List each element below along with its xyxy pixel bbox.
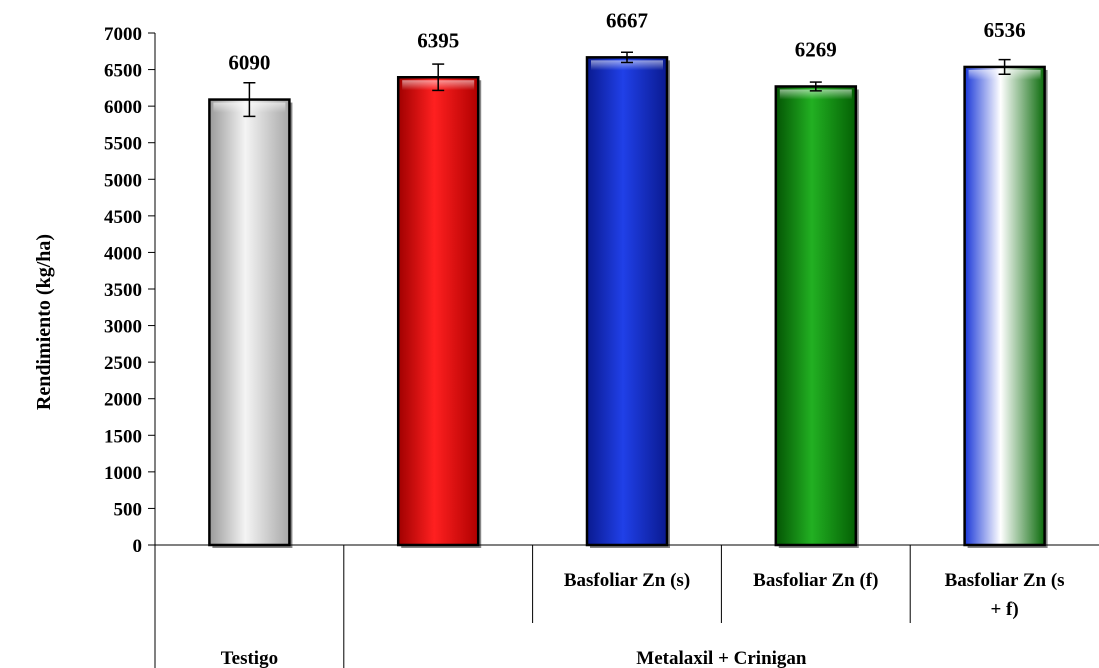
y-tick-label: 5500 xyxy=(104,134,142,155)
bar-bevel xyxy=(591,60,663,71)
bar-value-label: 6536 xyxy=(984,18,1026,42)
bar-group: 6395 xyxy=(396,28,482,548)
bar-value-label: 6269 xyxy=(795,37,837,61)
bar-bevel xyxy=(779,89,852,100)
bar xyxy=(396,76,480,547)
bar-group: 6536 xyxy=(963,18,1048,548)
y-tick-label: 0 xyxy=(133,536,143,557)
y-tick-label: 5000 xyxy=(104,170,142,191)
category-label: Basfoliar Zn (f) xyxy=(753,570,878,591)
category-label: Basfoliar Zn (s) xyxy=(564,570,690,591)
bar-group: 6090 xyxy=(208,51,293,548)
y-tick-label: 2500 xyxy=(104,353,142,374)
x-axis: Basfoliar Zn (s) Basfoliar Zn (f) Basfolia… xyxy=(155,544,1099,668)
bar-group: 6269 xyxy=(774,37,859,548)
y-tick-label: 3500 xyxy=(104,280,142,301)
bar xyxy=(585,56,669,547)
y-tick-label: 1000 xyxy=(104,463,142,484)
y-tick-label: 6500 xyxy=(104,61,142,82)
y-tick-label: 500 xyxy=(114,499,143,520)
y-tick-label: 3000 xyxy=(104,317,142,338)
y-tick-label: 4500 xyxy=(104,207,142,228)
bar-value-label: 6667 xyxy=(606,8,648,32)
group-label: Metalaxil + Crinigan xyxy=(636,648,807,668)
y-tick-label: 7000 xyxy=(104,24,142,45)
y-axis-title: Rendimiento (kg/ha) xyxy=(33,234,55,410)
bar-group: 6667 xyxy=(585,8,670,549)
group-label: Testigo xyxy=(221,648,278,668)
bar-value-label: 6090 xyxy=(228,51,270,75)
y-tick-label: 2000 xyxy=(104,390,142,411)
bars-layer: 6090 6395 6667 6269 6536 xyxy=(208,8,1048,549)
y-tick-label: 1500 xyxy=(104,426,142,447)
y-axis: 0 500 1000 1500 2000 2500 3000 3500 4000 4500 5000… xyxy=(104,24,156,668)
y-tick-label: 4000 xyxy=(104,243,142,264)
bar xyxy=(774,85,858,547)
bar-value-label: 6395 xyxy=(417,28,459,52)
category-label: Basfoliar Zn (s + f) xyxy=(945,570,1065,620)
y-tick-label: 6000 xyxy=(104,97,142,118)
bar xyxy=(208,98,291,547)
bar xyxy=(963,65,1046,547)
